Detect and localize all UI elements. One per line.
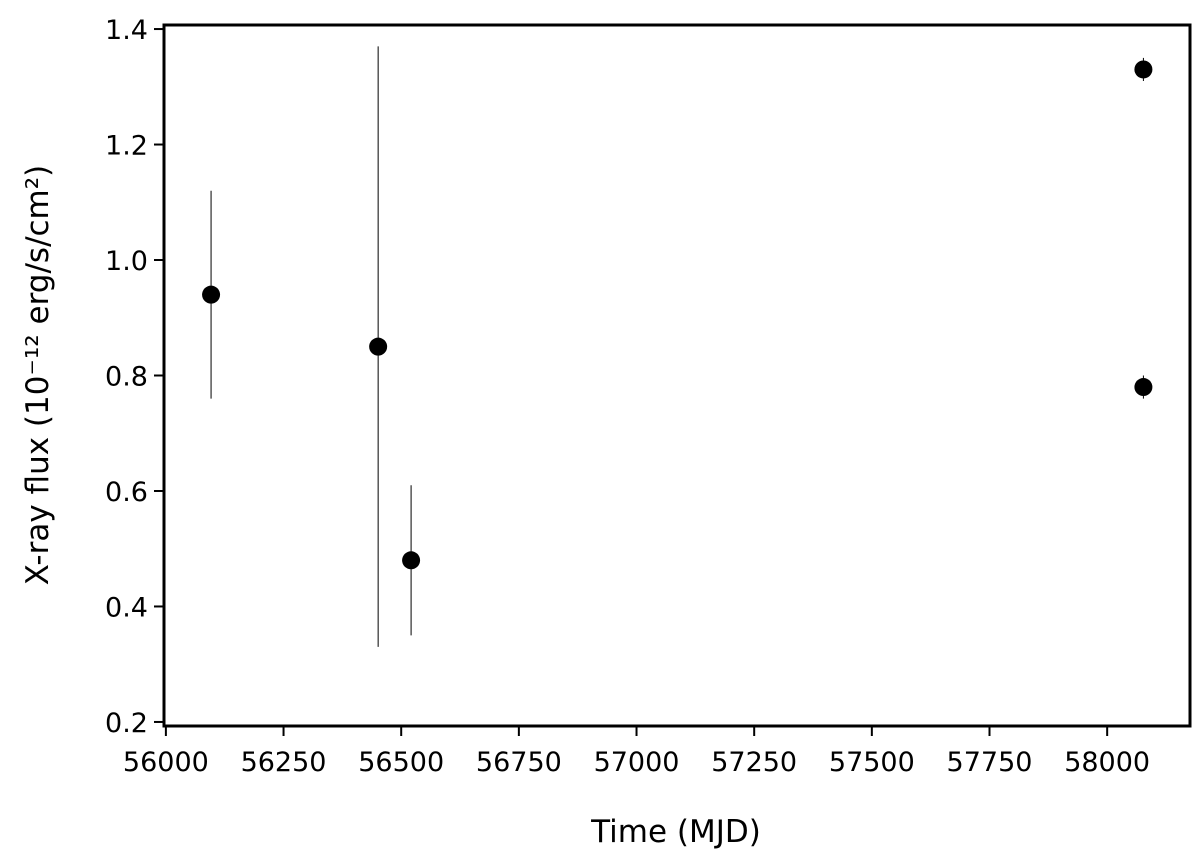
y-tick-label: 1.2: [105, 131, 148, 162]
y-axis-label: X-ray flux (10⁻¹² erg/s/cm²): [20, 165, 56, 586]
data-point: [402, 551, 421, 570]
x-tick-label: 57000: [594, 747, 680, 778]
data-point: [202, 285, 221, 304]
x-tick-label: 56000: [123, 747, 209, 778]
x-tick-label: 58000: [1064, 747, 1150, 778]
x-axis-label: Time (MJD): [590, 814, 761, 850]
x-tick-label: 56500: [358, 747, 444, 778]
x-tick-label: 57750: [947, 747, 1033, 778]
x-tick-label: 57500: [829, 747, 915, 778]
plot-frame: [162, 23, 1192, 728]
data-point: [1134, 60, 1153, 79]
data-point: [369, 337, 388, 356]
y-tick-label: 1.4: [105, 15, 148, 46]
y-tick-label: 1.0: [105, 246, 148, 277]
x-tick-label: 56250: [241, 747, 327, 778]
data-point: [1134, 378, 1153, 397]
y-tick-label: 0.4: [105, 592, 148, 623]
y-tick-label: 0.2: [105, 708, 148, 739]
y-tick-label: 0.6: [105, 477, 148, 508]
y-tick-label: 0.8: [105, 362, 148, 393]
x-tick-label: 56750: [476, 747, 562, 778]
x-tick-label: 57250: [711, 747, 797, 778]
